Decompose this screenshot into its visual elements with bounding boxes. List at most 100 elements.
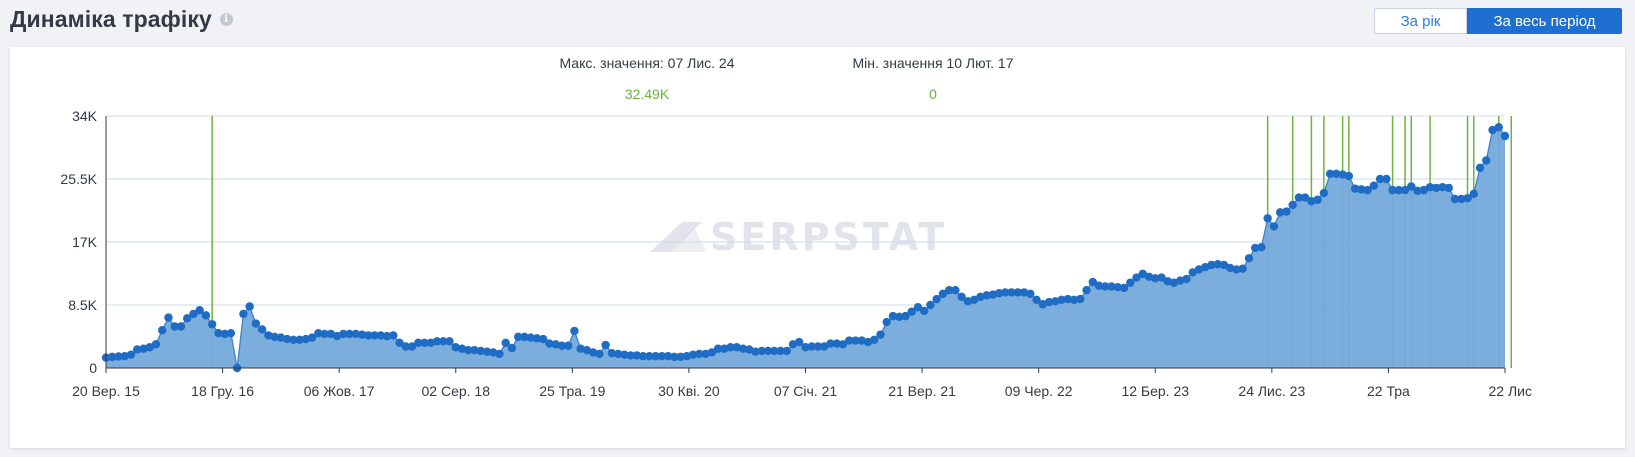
data-point[interactable] [1244,254,1254,263]
data-point[interactable] [545,339,554,348]
data-point[interactable] [1275,208,1285,217]
data-point[interactable] [1063,294,1073,304]
data-point[interactable] [1001,288,1010,297]
data-point[interactable] [182,314,192,323]
data-point[interactable] [1469,189,1478,199]
data-point[interactable] [713,344,723,353]
data-point[interactable] [364,331,373,340]
data-point[interactable] [894,312,904,322]
data-point[interactable] [1213,260,1222,269]
data-point[interactable] [495,349,504,359]
data-point[interactable] [620,350,629,359]
data-point[interactable] [813,342,823,351]
data-point[interactable] [195,305,204,315]
data-point[interactable] [1138,269,1147,279]
data-point[interactable] [470,346,479,355]
data-point[interactable] [1151,274,1160,283]
data-point[interactable] [1407,182,1416,191]
data-point[interactable] [420,338,429,347]
data-point[interactable] [201,311,211,320]
data-point[interactable] [1076,294,1085,304]
data-point[interactable] [1413,186,1422,196]
data-point[interactable] [570,326,579,336]
data-point[interactable] [919,306,929,316]
data-point[interactable] [1475,163,1485,173]
data-point[interactable] [1463,194,1472,203]
data-point[interactable] [1432,183,1441,193]
data-point[interactable] [738,344,748,353]
data-point[interactable] [1344,171,1354,181]
data-point[interactable] [776,346,785,356]
data-point[interactable] [1126,278,1135,287]
data-point[interactable] [1069,295,1079,305]
data-point[interactable] [1382,174,1391,184]
data-point[interactable] [189,309,198,319]
data-point[interactable] [657,351,667,361]
data-point[interactable] [389,331,398,340]
data-point[interactable] [670,352,679,362]
data-point[interactable] [1082,285,1091,295]
data-point[interactable] [1107,282,1116,291]
data-point[interactable] [220,329,229,339]
data-point[interactable] [1088,277,1097,287]
data-point[interactable] [1157,273,1166,282]
data-point[interactable] [245,302,254,311]
data-point[interactable] [445,337,454,346]
data-point[interactable] [164,313,173,322]
data-point[interactable] [476,346,485,356]
data-point[interactable] [464,346,473,355]
info-icon[interactable]: i [219,13,233,26]
data-point[interactable] [320,329,329,339]
data-point[interactable] [982,291,991,300]
data-point[interactable] [226,328,236,338]
data-point[interactable] [751,347,760,356]
data-point[interactable] [726,343,735,352]
data-point[interactable] [176,322,186,331]
data-point[interactable] [595,349,604,359]
data-point[interactable] [482,347,492,356]
data-point[interactable] [520,332,529,342]
data-point[interactable] [158,326,167,335]
data-point[interactable] [1188,268,1197,277]
data-point[interactable] [1319,188,1329,198]
data-point[interactable] [538,334,548,344]
data-point[interactable] [1457,194,1466,204]
data-point[interactable] [1375,174,1385,184]
data-point[interactable] [251,319,261,328]
data-point[interactable] [870,335,879,345]
data-point[interactable] [770,346,779,356]
data-point[interactable] [994,288,1004,298]
data-point[interactable] [207,320,217,329]
data-point[interactable] [1250,243,1260,253]
data-point[interactable] [370,331,379,340]
data-point[interactable] [1132,273,1141,282]
data-point[interactable] [1419,185,1429,195]
data-point[interactable] [507,343,517,353]
data-point[interactable] [514,332,523,342]
data-point[interactable] [1113,283,1122,292]
data-point[interactable] [145,343,154,352]
data-point[interactable] [1044,297,1054,307]
data-point[interactable] [801,343,810,352]
data-point[interactable] [214,328,223,338]
data-point[interactable] [826,339,835,348]
data-point[interactable] [108,352,117,362]
data-point[interactable] [282,334,292,344]
data-point[interactable] [613,349,623,359]
data-point[interactable] [1332,169,1341,179]
data-point[interactable] [1257,242,1266,252]
data-point[interactable] [1500,131,1510,141]
data-point[interactable] [133,345,142,354]
data-point[interactable] [1057,295,1066,305]
data-point[interactable] [1438,182,1447,192]
data-point[interactable] [926,300,935,310]
data-point[interactable] [663,351,673,361]
data-point[interactable] [1007,288,1016,297]
data-point[interactable] [695,349,704,359]
data-point[interactable] [1400,185,1410,195]
data-point[interactable] [1288,200,1297,210]
data-point[interactable] [1494,122,1503,132]
data-point[interactable] [632,351,642,360]
data-point[interactable] [557,341,567,350]
data-point[interactable] [1269,222,1279,231]
